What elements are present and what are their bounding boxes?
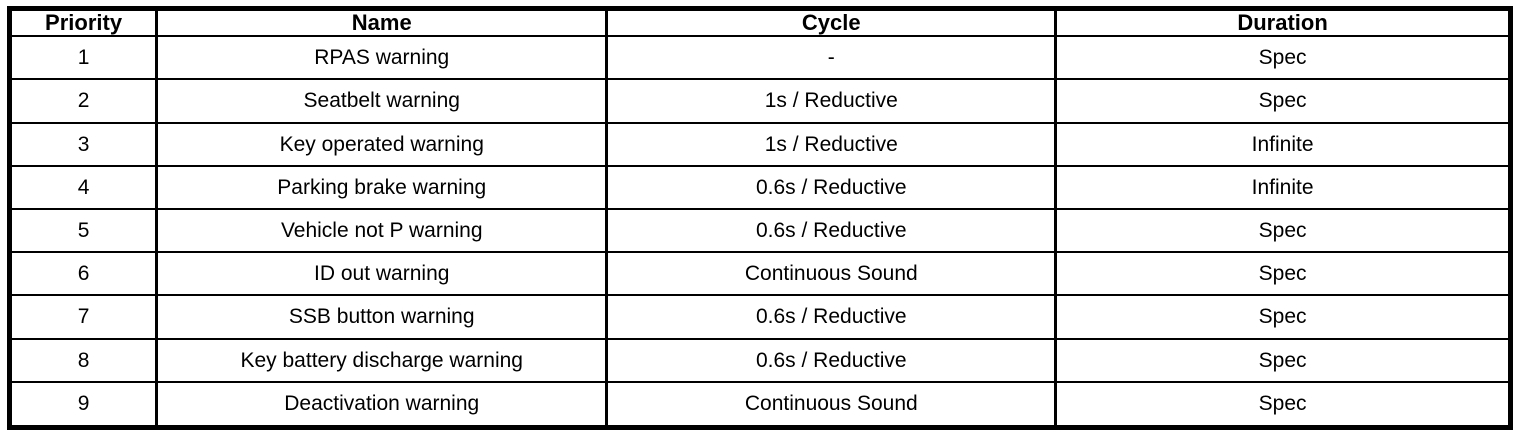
table-row: 7 SSB button warning 0.6s / Reductive Sp… [7,294,1512,340]
column-header-cycle: Cycle [605,7,1058,38]
cell-name: Key battery discharge warning [155,337,609,383]
cell-priority: 4 [7,164,159,210]
cell-name: Vehicle not P warning [155,207,609,254]
table-body: 1 RPAS warning - Spec 2 Seatbelt warning… [7,35,1512,429]
cell-priority: 5 [7,207,159,254]
cell-duration: Spec [1054,35,1512,81]
column-header-priority: Priority [7,7,159,38]
cell-name: ID out warning [155,251,609,297]
table-row: 4 Parking brake warning 0.6s / Reductive… [7,164,1512,210]
warning-priority-table: Priority Name Cycle Duration 1 RPAS warn… [7,6,1513,430]
cell-cycle: Continuous Sound [605,380,1058,429]
cell-priority: 2 [7,78,159,124]
cell-duration: Spec [1054,337,1512,383]
cell-name: Parking brake warning [155,164,609,210]
cell-duration: Spec [1054,380,1512,429]
cell-name: Seatbelt warning [155,78,609,124]
cell-duration: Spec [1054,251,1512,297]
table-row: 2 Seatbelt warning 1s / Reductive Spec [7,78,1512,124]
table-row: 9 Deactivation warning Continuous Sound … [7,380,1512,429]
cell-cycle: 1s / Reductive [605,78,1058,124]
cell-name: Deactivation warning [155,380,609,429]
cell-duration: Spec [1054,294,1512,340]
cell-priority: 1 [7,35,159,81]
cell-name: SSB button warning [155,294,609,340]
cell-duration: Spec [1054,207,1512,254]
cell-cycle: 0.6s / Reductive [605,207,1058,254]
cell-cycle: - [605,35,1058,81]
cell-cycle: 1s / Reductive [605,121,1058,167]
cell-priority: 9 [7,380,159,429]
cell-priority: 7 [7,294,159,340]
column-header-duration: Duration [1054,7,1512,38]
cell-duration: Infinite [1054,164,1512,210]
cell-cycle: 0.6s / Reductive [605,337,1058,383]
cell-cycle: 0.6s / Reductive [605,294,1058,340]
cell-cycle: 0.6s / Reductive [605,164,1058,210]
cell-name: Key operated warning [155,121,609,167]
table-header: Priority Name Cycle Duration [7,7,1512,38]
cell-priority: 6 [7,251,159,297]
cell-cycle: Continuous Sound [605,251,1058,297]
table-row: 3 Key operated warning 1s / Reductive In… [7,121,1512,167]
table-row: 1 RPAS warning - Spec [7,35,1512,81]
cell-priority: 3 [7,121,159,167]
cell-duration: Infinite [1054,121,1512,167]
cell-name: RPAS warning [155,35,609,81]
cell-priority: 8 [7,337,159,383]
column-header-name: Name [155,7,609,38]
cell-duration: Spec [1054,78,1512,124]
table-row: 6 ID out warning Continuous Sound Spec [7,251,1512,297]
header-row: Priority Name Cycle Duration [7,7,1512,38]
table-row: 5 Vehicle not P warning 0.6s / Reductive… [7,207,1512,254]
table-row: 8 Key battery discharge warning 0.6s / R… [7,337,1512,383]
